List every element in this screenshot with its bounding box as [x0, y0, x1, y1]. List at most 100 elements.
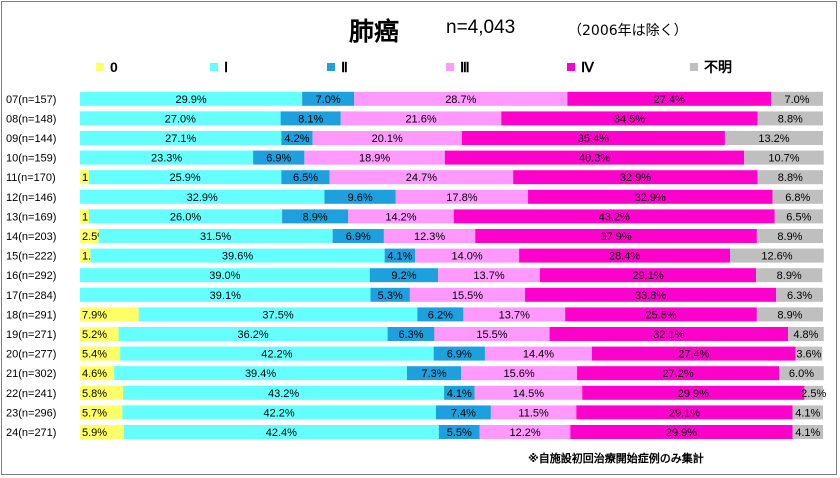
bar-segment-1: [123, 425, 439, 439]
value-label: 29.1%: [632, 270, 663, 282]
value-label: 14.0%: [451, 251, 482, 263]
legend-label-3: Ⅲ: [460, 59, 470, 75]
bar-segment-0: [80, 307, 139, 322]
bar-segment-2: [435, 405, 491, 420]
bar-row-9: 16(n=292) 39.0% 9.2% 13.7% 29.1% 8.9%: [6, 268, 823, 283]
bar-segment-0: [80, 366, 115, 381]
value-label: 42.4%: [266, 427, 297, 439]
legend-swatch-1: [210, 63, 218, 71]
value-label: 42.2%: [261, 349, 292, 361]
value-label: 4.1%: [795, 407, 820, 419]
bar-segment-2: [281, 131, 313, 145]
value-label: 39.6%: [222, 251, 253, 263]
bar-segment-5: [756, 268, 823, 283]
bar-row-11: 18(n=291) 7.9% 37.5% 6.2% 13.7% 25.8% 8.9%: [6, 307, 823, 322]
bar-row-12: 19(n=271) 5.2% 36.2% 6.3% 15.5% 32.1% 4.8%: [6, 327, 824, 341]
bar-segment-3: [461, 366, 578, 381]
value-label: 27.2%: [663, 368, 694, 380]
legend-label-4: Ⅳ: [581, 59, 595, 75]
value-label: 39.0%: [209, 270, 240, 282]
bar-segment-2: [282, 209, 349, 224]
value-label: 34.5%: [614, 113, 645, 125]
value-label: 20.1%: [372, 133, 403, 145]
value-label: 28.7%: [445, 94, 476, 106]
category-label: 12(n=146): [6, 192, 56, 204]
bar-segment-3: [340, 111, 502, 126]
value-label: 9.2%: [391, 270, 416, 282]
value-label: 25.8%: [645, 309, 676, 321]
bar-segment-4: [528, 189, 773, 204]
value-label: 6.9%: [346, 231, 371, 243]
value-label: 9.6%: [348, 192, 373, 204]
bar-segment-5: [795, 346, 823, 361]
category-label: 13(n=169): [6, 211, 56, 223]
value-label: 13.7%: [473, 270, 504, 282]
bar-segment-4: [453, 209, 775, 224]
value-label: 13.2%: [758, 133, 789, 145]
value-label: 6.2%: [428, 309, 453, 321]
bar-segment-4: [475, 229, 757, 243]
bar-segment-3: [409, 287, 526, 302]
bar-row-8: 15(n=222)1.4%39.6%4.1%14.0%28.4%12.6%: [6, 248, 824, 263]
bar-segment-3: [329, 170, 514, 185]
category-label: 11(n=170): [6, 172, 56, 184]
bar-segment-4: [501, 111, 758, 126]
bar-segment-1: [118, 327, 388, 341]
bar-row-3: 10(n=159) 23.3% 6.9% 18.9% 40.3% 10.7%: [6, 150, 824, 165]
value-label: 4.1%: [387, 251, 412, 263]
value-label: 14.4%: [523, 349, 554, 361]
bar-segment-2: [417, 307, 464, 322]
value-label: 8.1%: [298, 113, 323, 125]
chart-note: （2006年は除く）: [568, 23, 688, 39]
bar-segment-5: [792, 405, 823, 420]
category-label: 07(n=157): [6, 94, 56, 106]
value-label: 15.6%: [504, 368, 535, 380]
value-label: 2.5%: [801, 388, 826, 400]
value-label: 3.6%: [796, 349, 821, 361]
value-label: 5.7%: [82, 407, 107, 419]
legend-label-1: Ⅰ: [224, 59, 228, 75]
bar-segment-2: [253, 150, 305, 165]
bar-segment-1: [98, 229, 333, 243]
bar-segment-1: [114, 366, 407, 381]
bar-segment-2: [433, 346, 485, 361]
bar-segment-4: [565, 307, 757, 322]
category-label: 22(n=241): [6, 388, 56, 400]
bar-segment-4: [461, 131, 725, 145]
category-label: 08(n=148): [6, 113, 56, 125]
value-label: 28.4%: [609, 251, 640, 263]
bar-segment-5: [804, 385, 823, 400]
bar-segment-4: [577, 366, 780, 381]
bar-segment-5: [770, 91, 823, 106]
value-label: 27.1%: [165, 133, 196, 145]
footnote: ※自施設初回治療開始症例のみ集計: [528, 452, 704, 465]
bar-segment-0: [80, 425, 124, 439]
bar-segment-1: [80, 150, 254, 165]
value-label: 10.7%: [768, 153, 799, 165]
bar-row-13: 20(n=277) 5.4% 42.2% 6.9% 14.4% 27.4% 3.6%: [6, 346, 823, 361]
bar-segment-5: [730, 248, 824, 263]
bar-segment-4: [570, 425, 793, 439]
bar-segment-4: [525, 287, 777, 302]
category-label: 23(n=296): [6, 407, 56, 419]
bar-segment-3: [474, 385, 583, 400]
bar-segment-5: [756, 229, 823, 243]
bar-segment-2: [281, 170, 330, 185]
legend-swatch-4: [567, 63, 575, 71]
bar-segment-2: [406, 366, 462, 381]
value-label: 32.9%: [635, 192, 666, 204]
value-label: 37.9%: [600, 231, 631, 243]
value-label: 13.7%: [499, 309, 530, 321]
bar-segment-1: [90, 248, 385, 263]
bar-row-16: 23(n=296) 5.7% 42.2% 7.4% 11.5% 29.1% 4.1%: [6, 405, 823, 420]
legend-swatch-2: [327, 63, 335, 71]
bar-segment-3: [395, 189, 529, 204]
bar-segment-4: [567, 91, 771, 106]
category-label: 10(n=159): [6, 153, 56, 165]
value-label: 40.3%: [579, 153, 610, 165]
value-label: 4.1%: [795, 427, 820, 439]
value-label: 17.8%: [446, 192, 477, 204]
bar-segment-5: [756, 307, 823, 322]
value-label: 8.8%: [778, 172, 803, 184]
